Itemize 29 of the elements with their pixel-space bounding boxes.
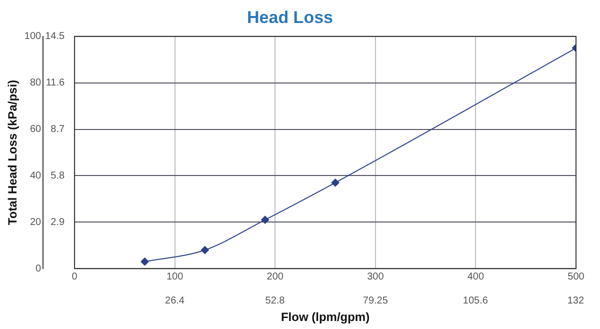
y2-tick-label: 11.6 xyxy=(46,78,65,89)
x-axis-title: Flow (lpm/gpm) xyxy=(280,310,370,324)
y2-tick-label: 5.8 xyxy=(50,170,65,182)
x2-tick-label: 79.25 xyxy=(362,295,388,306)
y2-tick-label: 14.5 xyxy=(45,31,65,42)
point xyxy=(140,258,149,266)
point xyxy=(200,246,209,254)
x-tick-label: 100 xyxy=(166,271,184,282)
y2-tick-label: 8.7 xyxy=(50,124,65,136)
y-tick-label: 60 xyxy=(30,124,42,136)
y2-tick-label: 2.9 xyxy=(50,216,65,228)
x2-tick-label: 52.8 xyxy=(265,295,286,306)
x2-tick-label: 132 xyxy=(567,295,584,306)
y-axis-title: Total Head Loss (kPa/psi) xyxy=(6,80,20,226)
y-tick-label: 100 xyxy=(24,31,42,42)
y-tick-label: 0 xyxy=(36,263,42,274)
x-tick-label: 500 xyxy=(568,271,585,282)
x2-tick-label: 26.4 xyxy=(165,295,185,306)
x2-tick-label: 105.6 xyxy=(462,295,488,306)
chart-title: Head Loss xyxy=(247,8,333,27)
x-tick-label: 400 xyxy=(467,271,484,282)
x-tick-label: 300 xyxy=(367,271,384,282)
y-tick-label: 80 xyxy=(30,78,42,89)
x-tick-label: 0 xyxy=(72,271,78,282)
y-tick-label: 20 xyxy=(30,216,42,228)
point xyxy=(331,178,340,187)
x-tick-label: 200 xyxy=(266,271,284,282)
y-tick-label: 40 xyxy=(30,170,42,182)
point xyxy=(261,216,270,224)
